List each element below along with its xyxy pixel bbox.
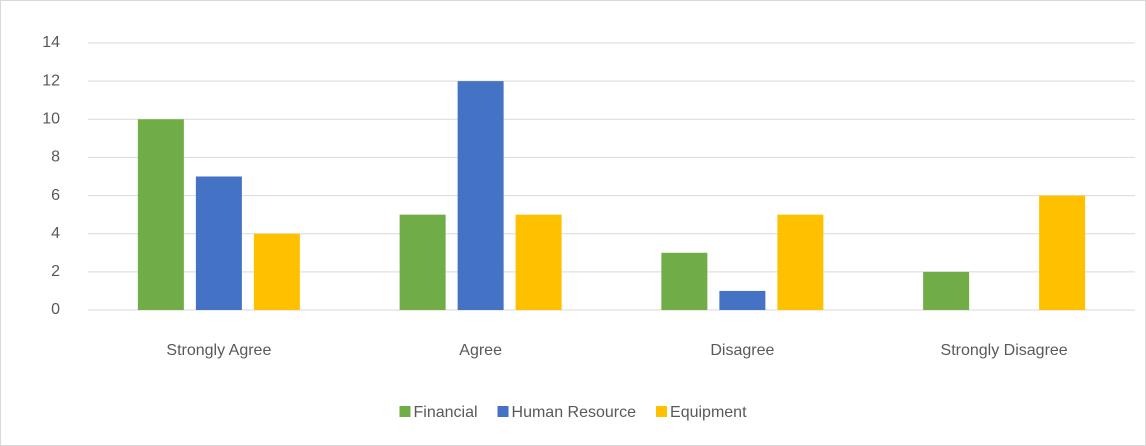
legend-swatch [656,406,668,417]
legend-label: Human Resource [512,404,637,421]
bar [777,214,824,310]
x-tick-label: Disagree [710,342,774,359]
bar [661,252,708,310]
bar [253,233,300,310]
x-tick-label: Strongly Agree [166,342,271,359]
y-tick-label: 10 [42,111,60,128]
bar [195,176,242,310]
bar [1039,195,1086,310]
bar [515,214,562,310]
legend-label: Financial [413,404,477,421]
x-tick-label: Strongly Disagree [941,342,1068,359]
y-tick-label: 8 [51,149,60,166]
x-tick-label: Agree [459,342,502,359]
legend-label: Equipment [670,404,747,421]
legend-swatch [497,406,509,417]
y-tick-label: 0 [51,301,60,318]
bar [923,271,970,310]
legend-swatch [399,406,411,417]
bar [399,214,446,310]
y-tick-label: 12 [42,72,60,89]
bar [457,81,504,311]
bar [719,290,766,310]
y-tick-label: 14 [42,34,60,51]
y-tick-label: 4 [51,225,60,242]
y-tick-label: 2 [51,263,60,280]
y-tick-label: 6 [51,187,60,204]
bar [137,119,184,311]
